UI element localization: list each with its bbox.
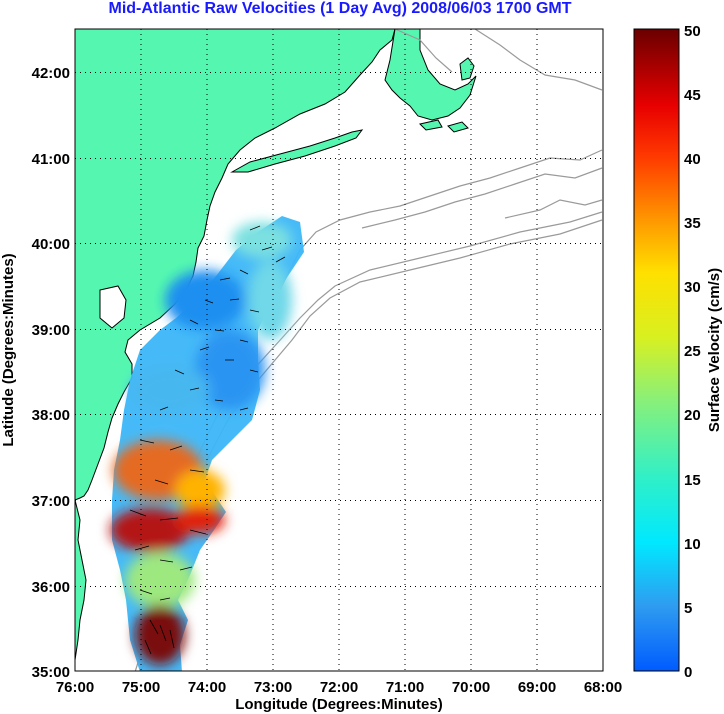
y-tick-label: 39:00 bbox=[32, 322, 70, 339]
colorbar-tick-label: 30 bbox=[684, 279, 701, 296]
colorbar-tick-labels: 0 5 10 15 20 25 30 35 40 45 50 bbox=[684, 23, 701, 681]
x-tick-label: 71:00 bbox=[386, 679, 424, 696]
x-tick-label: 75:00 bbox=[122, 679, 160, 696]
x-tick-label: 74:00 bbox=[188, 679, 226, 696]
land-new-england bbox=[384, 29, 477, 121]
colorbar-tick-label: 5 bbox=[684, 600, 692, 617]
y-axis-label: Latitude (Degrees:Minutes) bbox=[0, 253, 17, 446]
y-tick-label: 42:00 bbox=[32, 65, 70, 82]
colorbar-tick-label: 10 bbox=[684, 536, 701, 553]
land-delmarva bbox=[75, 499, 87, 661]
map-title: Mid-Atlantic Raw Velocities (1 Day Avg) … bbox=[108, 0, 572, 17]
y-tick-label: 35:00 bbox=[32, 664, 70, 681]
x-tick-label: 73:00 bbox=[254, 679, 292, 696]
velocity-vectors bbox=[129, 225, 286, 655]
colorbar-tick-label: 45 bbox=[684, 87, 701, 104]
land-long-island bbox=[230, 129, 364, 173]
colorbar-tick-label: 15 bbox=[684, 472, 701, 489]
y-tick-labels: 35:00 36:00 37:00 38:00 39:00 40:00 41:0… bbox=[32, 65, 70, 681]
land-island bbox=[419, 119, 443, 131]
colorbar-tick-label: 40 bbox=[684, 151, 701, 168]
y-tick-label: 37:00 bbox=[32, 493, 70, 510]
colorbar-tick-label: 20 bbox=[684, 407, 701, 424]
colorbar-label: Surface Velocity (cm/s) bbox=[706, 268, 723, 432]
colorbar-tick-label: 25 bbox=[684, 343, 701, 360]
colorbar-tick-label: 0 bbox=[684, 664, 692, 681]
colorbar-tick-label: 50 bbox=[684, 23, 701, 40]
colorbar bbox=[633, 28, 680, 672]
y-tick-label: 40:00 bbox=[32, 236, 70, 253]
bay-water bbox=[99, 285, 127, 329]
x-tick-labels: 76:00 75:00 74:00 73:00 72:00 71:00 70:0… bbox=[56, 679, 622, 696]
x-tick-label: 70:00 bbox=[452, 679, 490, 696]
map-frame bbox=[74, 28, 604, 672]
grid-lines bbox=[75, 29, 603, 671]
land-island-2 bbox=[447, 121, 469, 133]
x-axis-label: Longitude (Degrees:Minutes) bbox=[235, 696, 443, 713]
y-tick-label: 38:00 bbox=[32, 407, 70, 424]
x-tick-label: 69:00 bbox=[518, 679, 556, 696]
x-tick-label: 76:00 bbox=[56, 679, 94, 696]
x-tick-label: 72:00 bbox=[320, 679, 358, 696]
x-tick-label: 68:00 bbox=[584, 679, 622, 696]
y-tick-label: 36:00 bbox=[32, 579, 70, 596]
colorbar-tick-label: 35 bbox=[684, 215, 701, 232]
y-tick-label: 41:00 bbox=[32, 151, 70, 168]
